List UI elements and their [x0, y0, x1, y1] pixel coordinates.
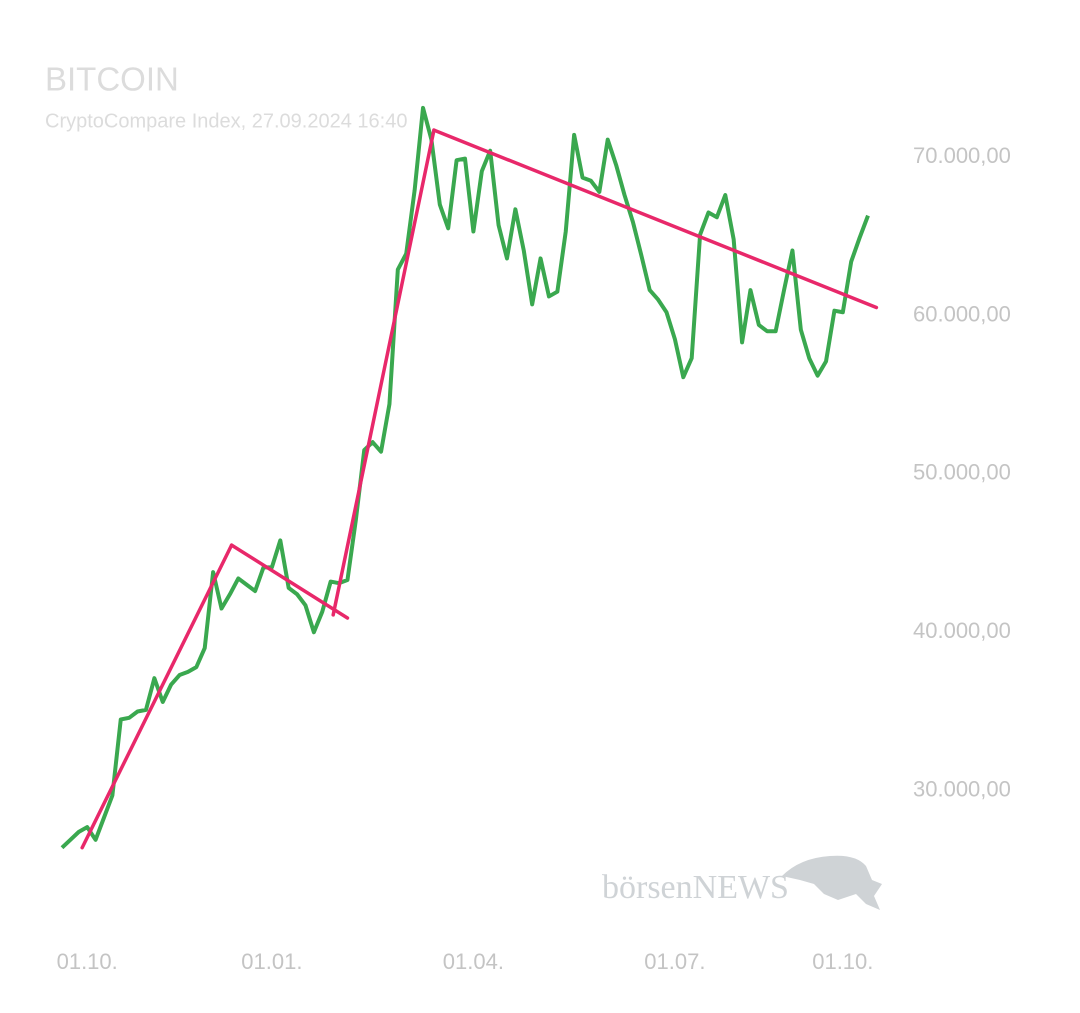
chart-title: BITCOIN — [45, 61, 179, 98]
watermark-icon — [782, 855, 882, 910]
trend-line — [432, 128, 879, 310]
x-tick-label: 01.01. — [241, 949, 302, 974]
watermark: börsenNEWS — [602, 869, 789, 906]
x-tick-label: 01.04. — [443, 949, 504, 974]
price-line — [60, 105, 870, 850]
trend-line — [80, 543, 234, 850]
trend-line — [229, 543, 350, 620]
y-tick-label: 40.000,00 — [913, 618, 1011, 643]
x-tick-label: 01.10. — [812, 949, 873, 974]
y-tick-label: 70.000,00 — [913, 143, 1011, 168]
x-tick-label: 01.07. — [644, 949, 705, 974]
y-tick-label: 50.000,00 — [913, 460, 1011, 485]
y-tick-label: 30.000,00 — [913, 777, 1011, 802]
chart-subtitle: CryptoCompare Index, 27.09.2024 16:40 — [45, 110, 407, 132]
x-tick-label: 01.10. — [57, 949, 118, 974]
trend-line — [331, 128, 436, 617]
y-tick-label: 60.000,00 — [913, 301, 1011, 326]
